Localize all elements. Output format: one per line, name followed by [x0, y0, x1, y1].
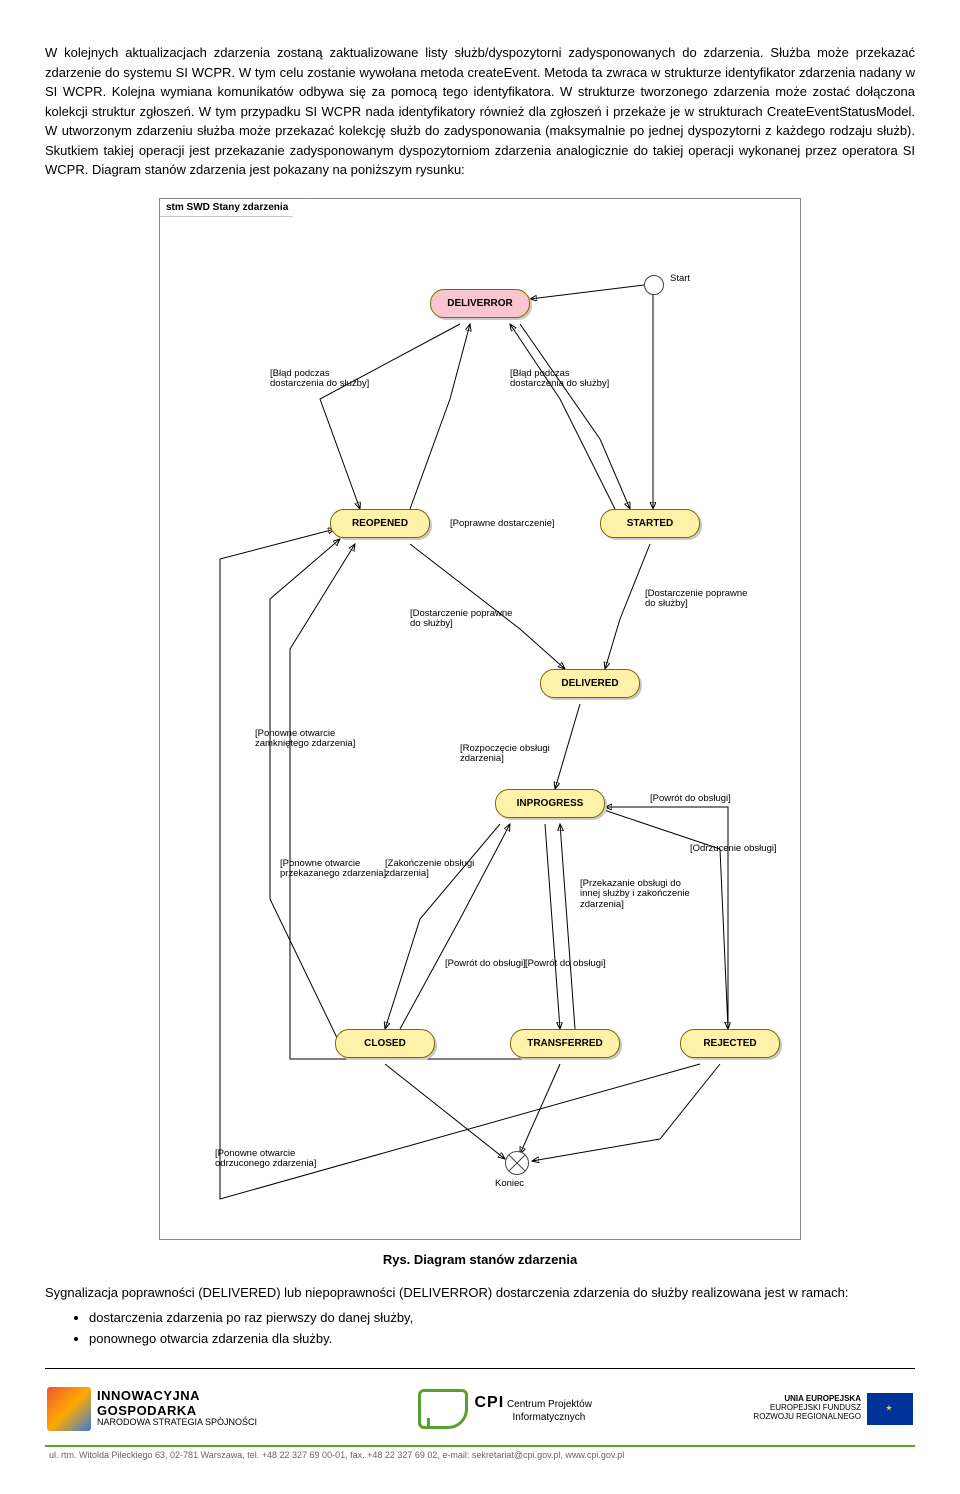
lbl-zak: [Zakończenie obsługi zdarzenia]	[385, 859, 495, 881]
eu-line3: ROZWOJU REGIONALNEGO	[753, 1413, 861, 1422]
cpi-line1: CPI	[474, 1394, 504, 1411]
ig-line1: INNOWACYJNA	[97, 1388, 200, 1403]
lbl-dost-popr: [Dostarczenie poprawne do służby]	[410, 609, 520, 631]
ig-line3: NARODOWA STRATEGIA SPÓJNOŚCI	[97, 1417, 257, 1427]
address-line: ul. rtm. Witolda Pileckiego 63, 02-781 W…	[45, 1445, 915, 1460]
lbl-odrz: [Odrzucenie obsługi]	[690, 844, 777, 855]
state-transferred: TRANSFERRED	[510, 1029, 620, 1058]
state-inprogress: INPROGRESS	[495, 789, 605, 818]
state-closed: CLOSED	[335, 1029, 435, 1058]
state-diagram: stm SWD Stany zdarzenia	[159, 198, 801, 1240]
lbl-pow1: [Powrót do obsługi]	[445, 959, 526, 970]
eu-flag-icon	[867, 1393, 913, 1425]
ig-logo-icon	[47, 1387, 91, 1431]
end-label: Koniec	[495, 1179, 524, 1190]
start-label: Start	[670, 274, 690, 285]
lbl-popr-dost: [Poprawne dostarczenie]	[450, 519, 555, 530]
cpi-line3: Informatycznych	[512, 1412, 585, 1423]
lbl-pow2: [Powrót do obsługi]	[525, 959, 606, 970]
state-deliverror: DELIVERROR	[430, 289, 530, 318]
start-node	[644, 275, 664, 295]
lbl-pow-obs: [Powrót do obsługi]	[650, 794, 731, 805]
footer-center: CPI Centrum Projektów Informatycznych	[418, 1389, 591, 1429]
state-reopened: REOPENED	[330, 509, 430, 538]
state-delivered: DELIVERED	[540, 669, 640, 698]
lbl-rozp: [Rozpoczęcie obsługi zdarzenia]	[460, 744, 570, 766]
cpi-line2: Centrum Projektów	[507, 1399, 592, 1410]
after-paragraph: Sygnalizacja poprawności (DELIVERED) lub…	[45, 1283, 915, 1303]
footer-right: UNIA EUROPEJSKA EUROPEJSKI FUNDUSZ ROZWO…	[753, 1393, 913, 1425]
intro-paragraph: W kolejnych aktualizacjach zdarzenia zos…	[45, 43, 915, 180]
edges-layer	[160, 199, 800, 1239]
lbl-blad1: [Błąd podczas dostarczenia do służby]	[270, 369, 380, 391]
footer-left: INNOWACYJNA GOSPODARKA NARODOWA STRATEGI…	[47, 1387, 257, 1431]
lbl-pon-odrz: [Ponowne otwarcie odrzuconego zdarzenia]	[215, 1149, 325, 1171]
end-node	[505, 1151, 529, 1175]
state-started: STARTED	[600, 509, 700, 538]
ig-line2: GOSPODARKA	[97, 1403, 197, 1418]
lbl-przek: [Przekazanie obsługi do innej służby i z…	[580, 879, 690, 912]
lbl-pon-zam: [Ponowne otwarcie zamkniętego zdarzenia]	[255, 729, 365, 751]
diagram-caption: Rys. Diagram stanów zdarzenia	[45, 1252, 915, 1267]
footer-logos: INNOWACYJNA GOSPODARKA NARODOWA STRATEGI…	[45, 1368, 915, 1439]
state-rejected: REJECTED	[680, 1029, 780, 1058]
lbl-blad2: [Błąd podczas dostarczenia do służby]	[510, 369, 620, 391]
lbl-pon-prz: [Ponowne otwarcie przekazanego zdarzenia…	[280, 859, 390, 881]
cpi-logo-icon	[418, 1389, 468, 1429]
lbl-dost-popr2: [Dostarczenie poprawne do służby]	[645, 589, 755, 611]
bullet-list: dostarczenia zdarzenia po raz pierwszy d…	[69, 1308, 915, 1350]
list-item: dostarczenia zdarzenia po raz pierwszy d…	[89, 1308, 915, 1329]
list-item: ponownego otwarcia zdarzenia dla służby.	[89, 1329, 915, 1350]
